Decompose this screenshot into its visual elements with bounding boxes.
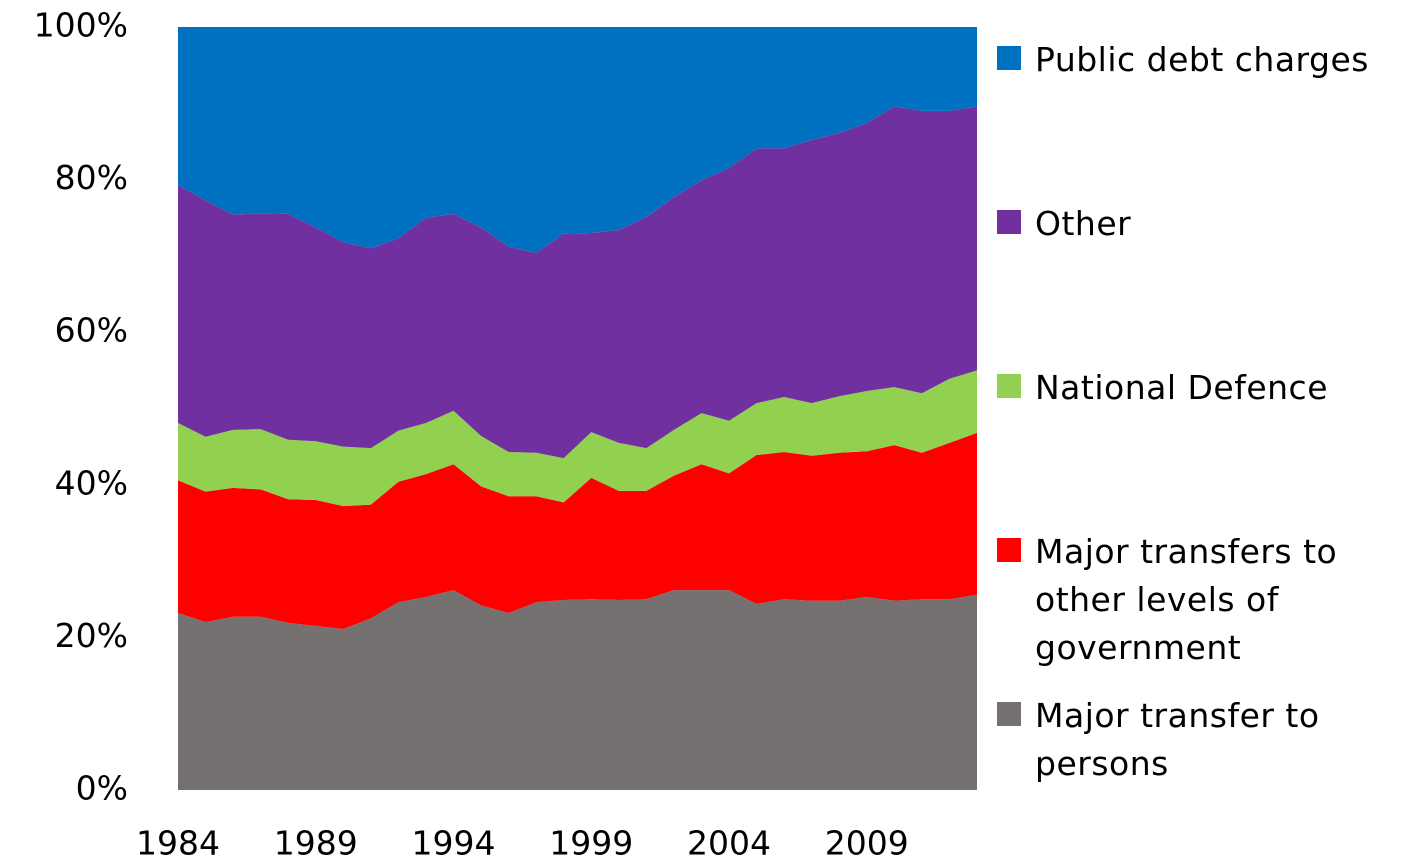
area bbox=[178, 432, 977, 630]
y-tick-label: 80% bbox=[55, 158, 128, 197]
area bbox=[178, 27, 977, 253]
legend-item: Other bbox=[997, 200, 1417, 248]
y-tick-label: 100% bbox=[34, 6, 128, 45]
legend-item: Major transfers to other levels of gover… bbox=[997, 528, 1417, 672]
area bbox=[178, 106, 977, 459]
legend-swatch bbox=[997, 210, 1021, 234]
legend-label: Other bbox=[1035, 204, 1132, 243]
y-tick-label: 60% bbox=[55, 311, 128, 350]
x-tick-label: 2004 bbox=[687, 824, 771, 863]
legend-item: Major transfer to persons bbox=[997, 692, 1417, 788]
x-tick-label: 1999 bbox=[549, 824, 633, 863]
legend-swatch bbox=[997, 702, 1021, 726]
y-tick-label: 20% bbox=[55, 616, 128, 655]
x-tick-label: 1989 bbox=[274, 824, 358, 863]
legend-swatch bbox=[997, 538, 1021, 562]
legend-swatch bbox=[997, 374, 1021, 398]
legend-item: National Defence bbox=[997, 364, 1417, 412]
legend-label: Major transfers to other levels of gover… bbox=[1035, 532, 1338, 667]
y-tick-label: 40% bbox=[55, 463, 128, 502]
legend-label: National Defence bbox=[1035, 368, 1328, 407]
area bbox=[178, 590, 977, 790]
legend-label: Public debt charges bbox=[1035, 40, 1369, 79]
legend-label: Major transfer to persons bbox=[1035, 696, 1320, 783]
legend-item: Public debt charges bbox=[997, 36, 1417, 84]
legend-swatch bbox=[997, 46, 1021, 70]
x-tick-label: 2009 bbox=[825, 824, 909, 863]
area bbox=[178, 370, 977, 507]
x-tick-label: 1984 bbox=[136, 824, 220, 863]
x-tick-label: 1994 bbox=[412, 824, 496, 863]
y-tick-label: 0% bbox=[76, 769, 128, 808]
